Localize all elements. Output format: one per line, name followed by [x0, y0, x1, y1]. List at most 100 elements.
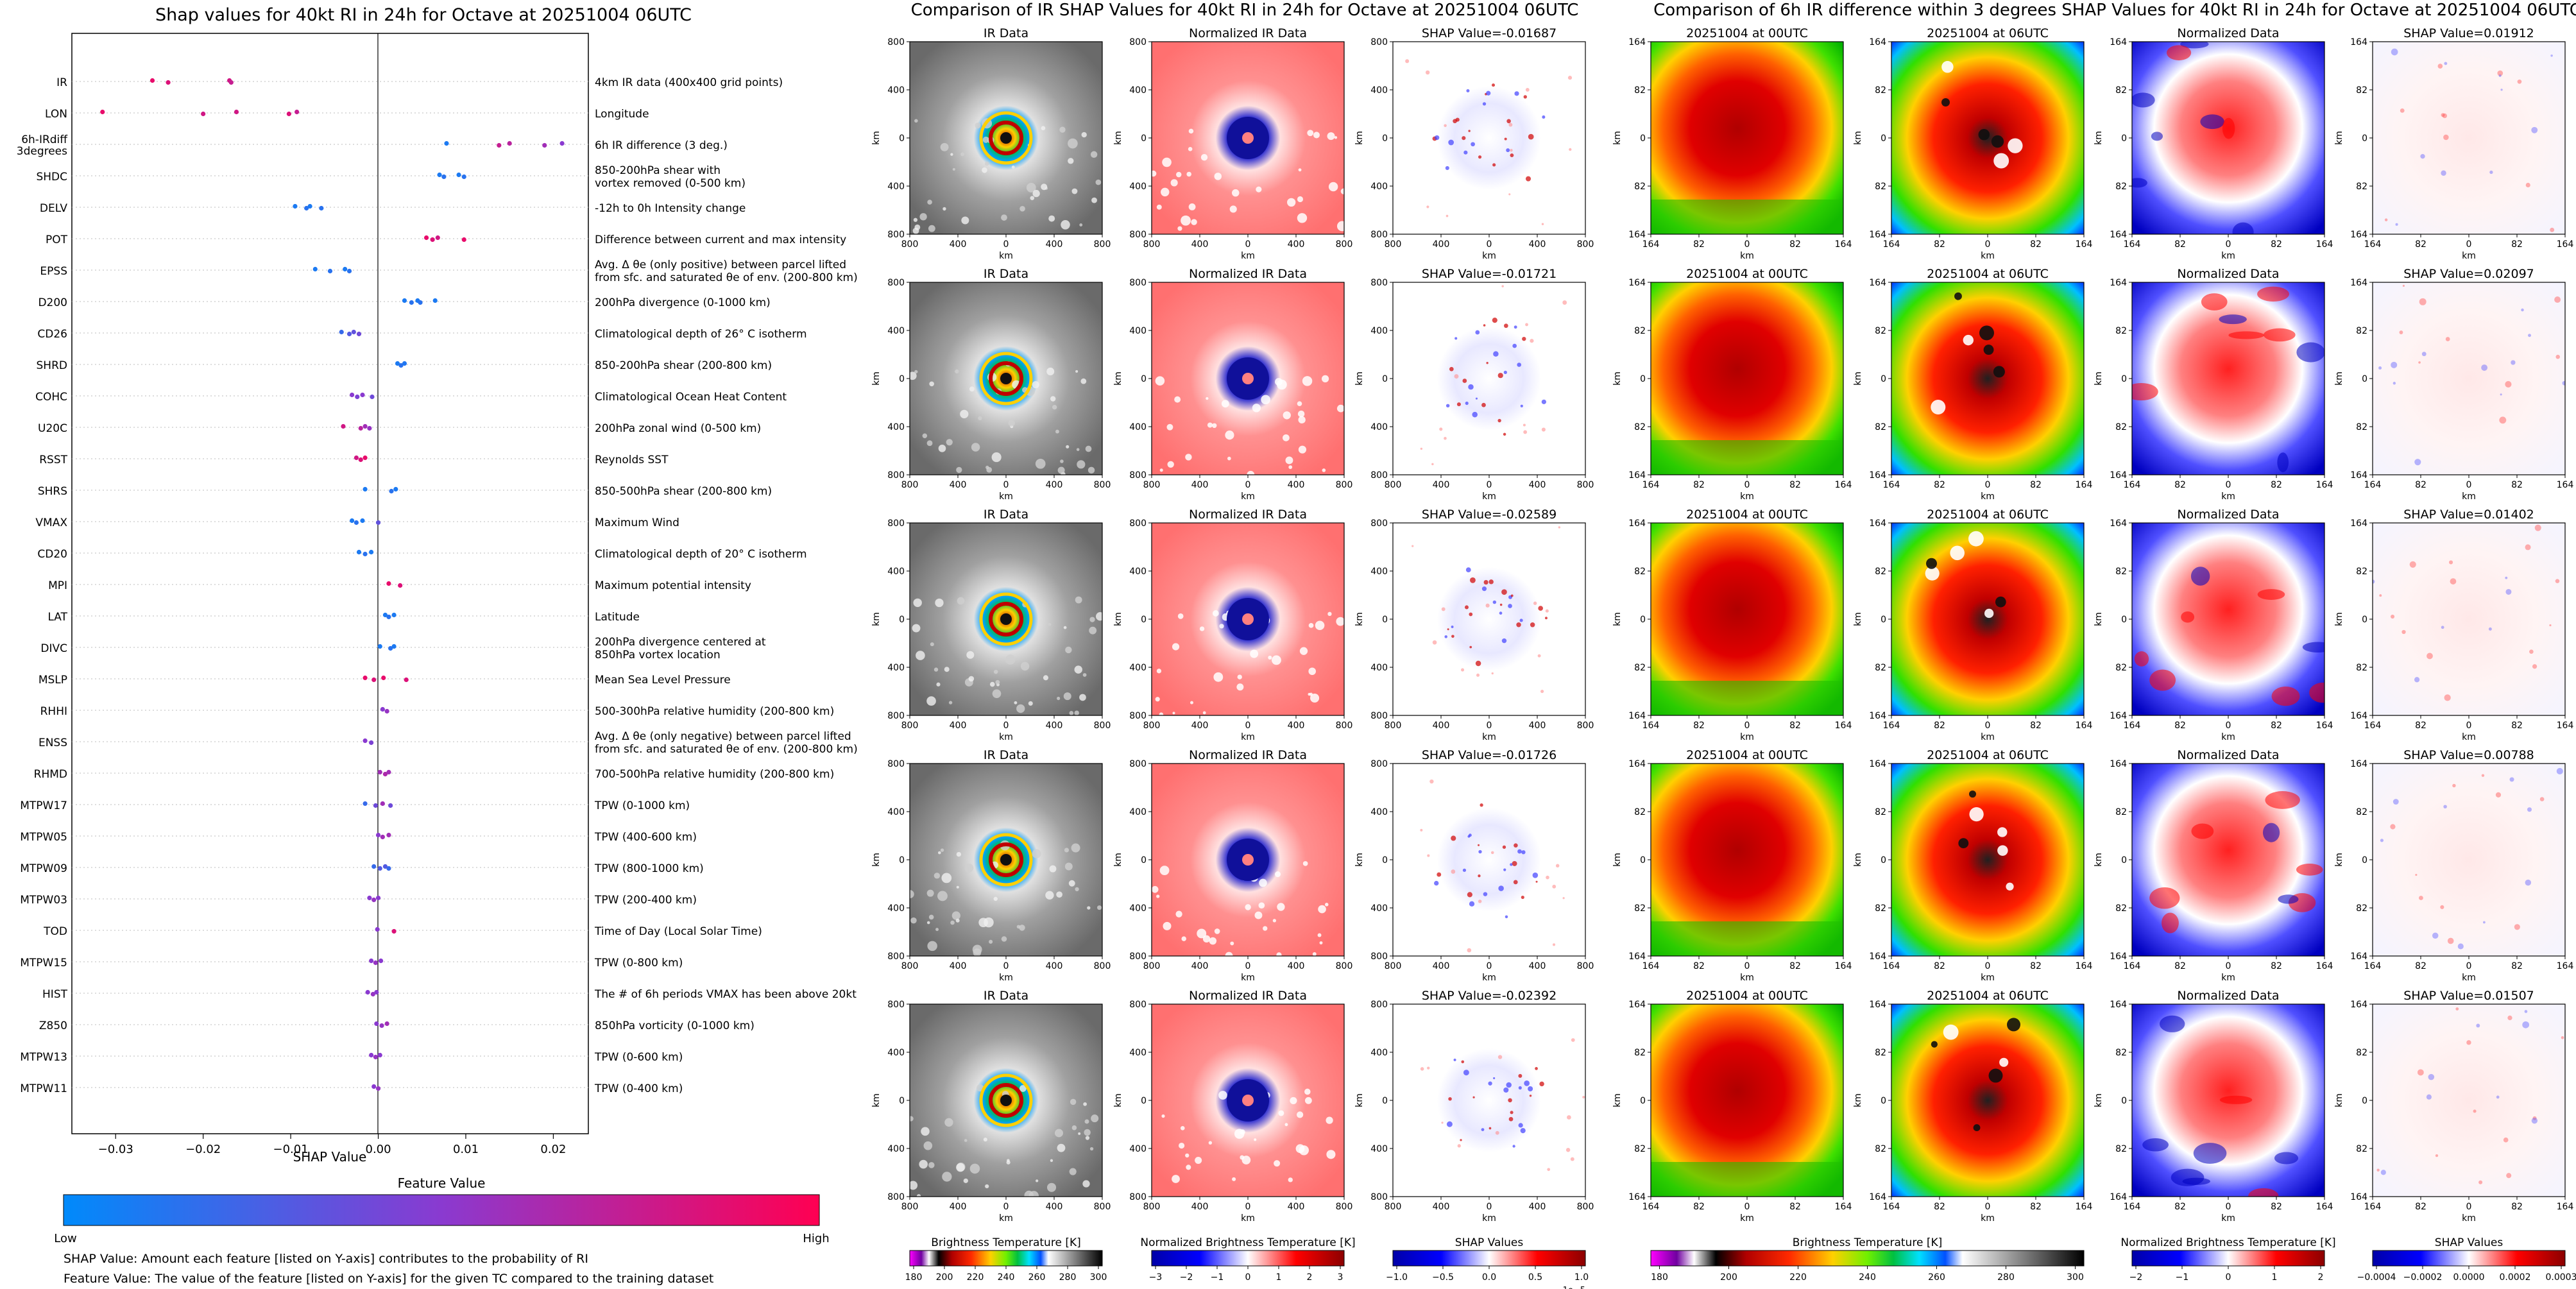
svg-text:ENSS: ENSS: [38, 737, 67, 749]
shap-point: [370, 394, 375, 400]
panel-y-axis-label: km: [1354, 371, 1365, 386]
panel-image: [1152, 523, 1344, 715]
panel-x-tick-label: 164: [1642, 480, 1660, 490]
shap-point: [404, 677, 409, 683]
panel-x-tick-label: 82: [1693, 480, 1705, 490]
panel-image: [1891, 282, 2084, 475]
shap-row-u20c: U20C 200hPa zonal wind (0-500 km): [38, 422, 761, 435]
shap-row-lat: LAT Latitude: [47, 611, 640, 624]
feature-name-label: LAT: [47, 611, 67, 624]
panel-y-tick-label: 0: [1141, 855, 1147, 866]
panel-x-tick-label: 82: [1693, 961, 1705, 971]
colorbar-high-label: High: [803, 1232, 829, 1245]
panel-x-axis-label: km: [2462, 251, 2476, 261]
panel-y-tick-label: 400: [1129, 1048, 1147, 1058]
shap-point: [384, 708, 389, 714]
feature-description-label: 200hPa divergence (0-1000 km): [595, 296, 771, 309]
panel-y-tick-label: 0: [2121, 374, 2127, 384]
svg-text:850hPa vorticity (0-1000 km): 850hPa vorticity (0-1000 km): [595, 1020, 755, 1032]
panel-y-tick-label: 164: [2110, 278, 2127, 288]
panel-y-tick-label: 82: [2115, 903, 2127, 914]
panel-x-axis-label: km: [1981, 1213, 1995, 1224]
panel-x-tick-label: 800: [1336, 721, 1353, 731]
colorbar-tick-label: 220: [967, 1272, 984, 1283]
shap-point: [375, 520, 381, 525]
shap-point: [542, 142, 547, 148]
panel-y-tick-label: 0: [1881, 1096, 1886, 1106]
feature-name-label: U20C: [38, 422, 67, 435]
panel-x-tick-label: 82: [2415, 239, 2427, 250]
shap-row-rhmd: RHMD 700-500hPa relative humidity (200-80…: [34, 768, 835, 781]
panel-y-tick-label: 800: [1129, 278, 1147, 288]
panel-y-tick-label: 0: [1881, 374, 1886, 384]
panel-x-tick-label: 0: [2466, 1202, 2472, 1212]
irdiff-panel-r3-c2: Normalized Data1641648282008282164164kmk…: [2094, 748, 2333, 983]
panel-title: 20251004 at 00UTC: [1686, 26, 1808, 40]
panel-title: Normalized Data: [2177, 508, 2279, 522]
panel-x-tick-label: 400: [1191, 721, 1209, 731]
svg-text:TPW (0-1000 km): TPW (0-1000 km): [594, 799, 690, 812]
shap-row-mtpw09: MTPW09 TPW (800-1000 km): [20, 862, 704, 875]
panel-title: 20251004 at 06UTC: [1927, 267, 2049, 281]
ir-panel-r1-c2: SHAP Value=-0.01721800800400400004004008…: [1354, 267, 1594, 502]
panel-y-axis-label: km: [1853, 1093, 1863, 1107]
panel-y-axis-label: km: [2094, 612, 2104, 626]
shap-point: [369, 958, 374, 964]
panel-y-tick-label: 164: [1628, 1000, 1646, 1010]
colorbar-tick-label: −0.5: [1432, 1272, 1454, 1283]
irdiff-panel-r2-c0: 20251004 at 00UTC1641648282008282164164k…: [1612, 508, 1852, 742]
panel-x-tick-label: 0: [1245, 239, 1251, 250]
panel-x-tick-label: 800: [1094, 480, 1111, 490]
panel-x-tick-label: 400: [1433, 721, 1450, 731]
ir-panel-r4-c2: SHAP Value=-0.02392800800400400004004008…: [1354, 989, 1594, 1224]
panel-y-tick-label: 800: [887, 230, 905, 240]
colorbar-tick-label: 200: [936, 1272, 953, 1283]
panel-y-tick-label: 800: [1370, 711, 1388, 721]
panel-image: [910, 42, 1102, 234]
svg-text:CD20: CD20: [37, 548, 67, 561]
panel-y-tick-label: 400: [887, 182, 905, 192]
ir-panel-grid: IR Data80080040040000400400800800kmkmNor…: [871, 26, 1594, 1224]
x-tick-label: −0.01: [273, 1143, 309, 1156]
x-tick-label: −0.03: [98, 1143, 133, 1156]
shap-point: [398, 363, 404, 368]
panel-y-tick-label: 82: [1875, 422, 1886, 432]
panel-y-tick-label: 0: [1141, 615, 1147, 625]
panel-x-tick-label: 164: [2364, 721, 2382, 731]
panel-x-axis-label: km: [2221, 491, 2235, 502]
panel-x-tick-label: 400: [1288, 480, 1305, 490]
panel-y-axis-label: km: [1853, 371, 1863, 386]
shap-point: [351, 329, 356, 335]
panel-image: [910, 282, 1102, 475]
colorbar-label: Brightness Temperature [K]: [1793, 1236, 1942, 1249]
panel-x-tick-label: 800: [901, 721, 919, 731]
panel-x-tick-label: 0: [1245, 961, 1251, 971]
panel-x-tick-label: 82: [2511, 961, 2523, 971]
panel-x-tick-label: 82: [2030, 961, 2042, 971]
svg-text:700-500hPa relative humidity (: 700-500hPa relative humidity (200-800 km…: [595, 768, 834, 781]
svg-text:from sfc. and saturated θe of: from sfc. and saturated θe of env. (200-…: [595, 271, 858, 284]
panel-x-axis-label: km: [2221, 1213, 2235, 1224]
panel-image: [1651, 1004, 1843, 1197]
panel-x-tick-label: 82: [2271, 1202, 2282, 1212]
irdiff-panel-r4-c0: 20251004 at 00UTC1641648282008282164164k…: [1612, 989, 1852, 1224]
panel-x-tick-label: 0: [1245, 1202, 1251, 1212]
panel-title: SHAP Value=-0.01721: [1422, 267, 1557, 281]
panel-title: IR Data: [984, 748, 1028, 762]
irdiff-panel-r0-c0: 20251004 at 00UTC1641648282008282164164k…: [1612, 26, 1852, 261]
ir-colorbars: Brightness Temperature [K] 180 200 220 240 26…: [905, 1236, 1589, 1289]
panel-y-tick-label: 82: [1634, 567, 1646, 577]
shap-point: [355, 394, 360, 400]
panel-y-tick-label: 164: [2350, 711, 2367, 721]
shap-point: [358, 425, 363, 431]
panel-title: SHAP Value=-0.02589: [1422, 508, 1557, 522]
panel-x-axis-label: km: [1740, 1213, 1754, 1224]
panel-y-tick-label: 82: [2356, 85, 2367, 96]
panel-y-axis-label: km: [871, 131, 882, 145]
panel-x-tick-label: 164: [1835, 1202, 1852, 1212]
shap-point: [382, 771, 388, 777]
feature-name-label: SHRD: [37, 359, 67, 372]
panel-x-tick-label: 400: [1433, 961, 1450, 971]
shap-point: [386, 832, 391, 838]
